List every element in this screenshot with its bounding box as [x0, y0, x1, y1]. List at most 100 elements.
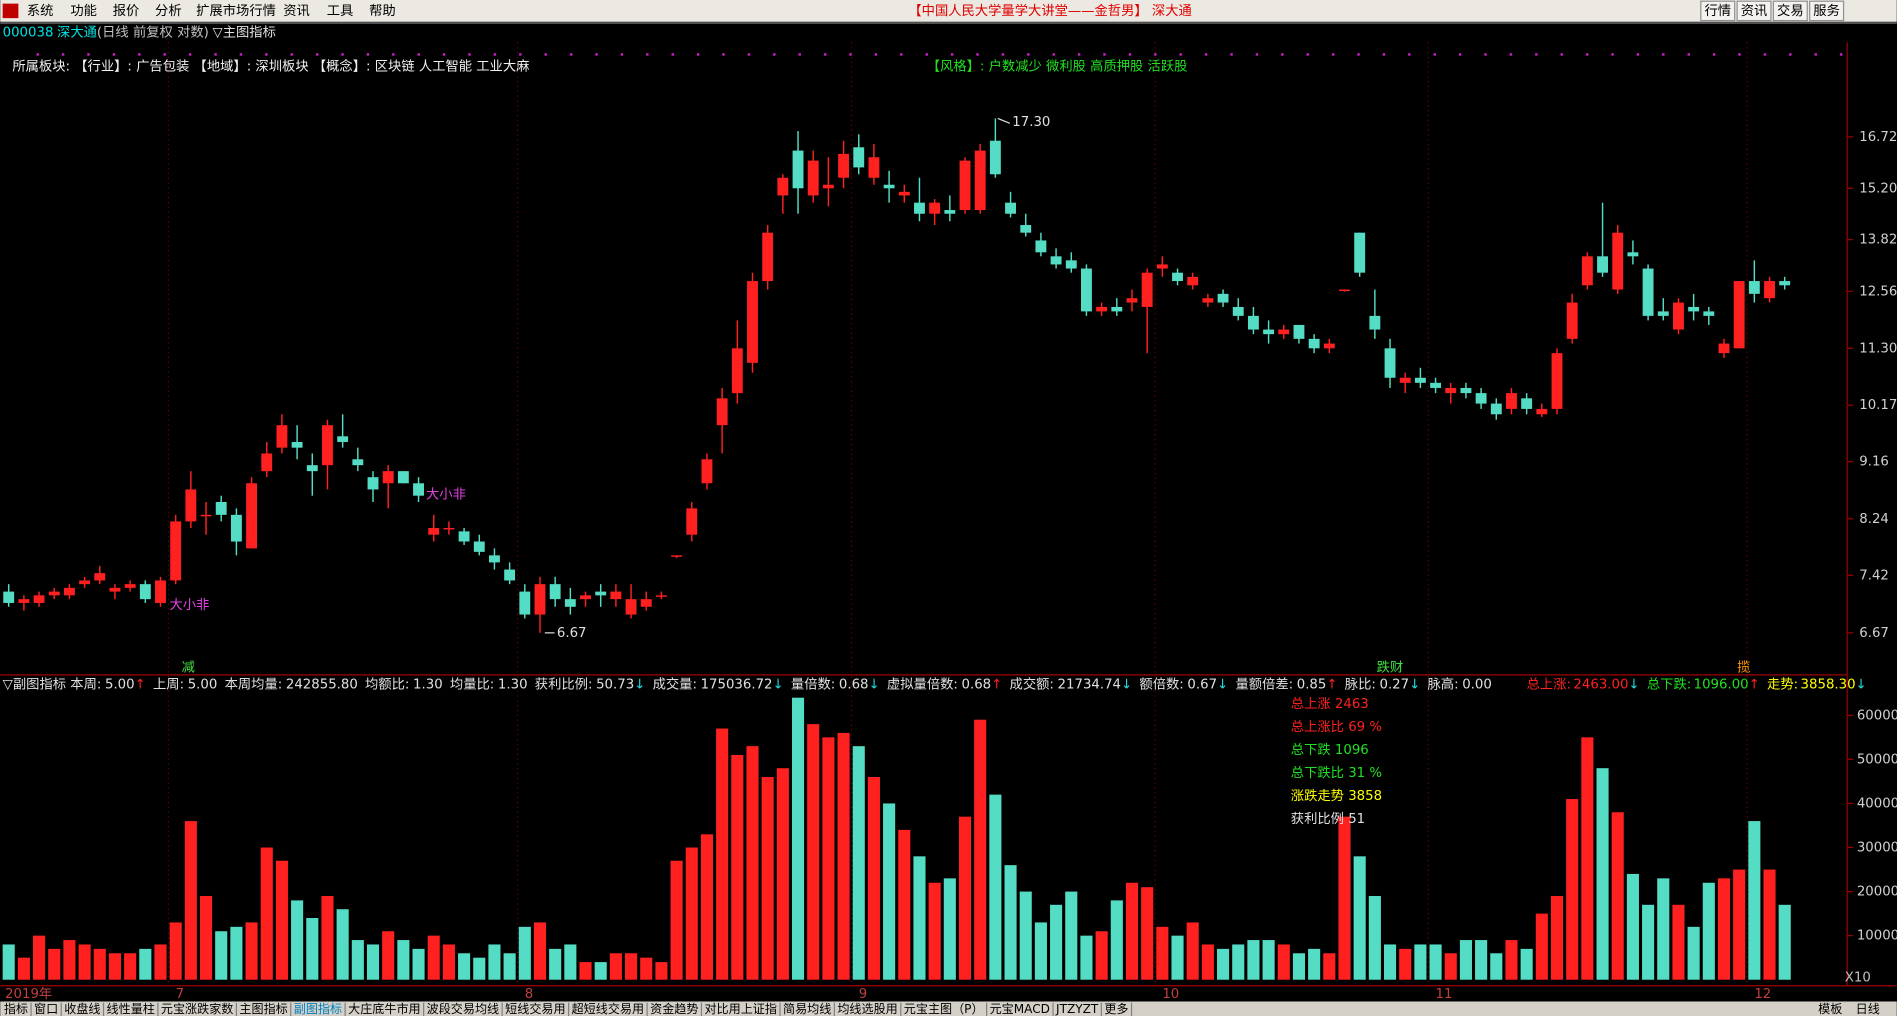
- window-button[interactable]: [1772, 0, 1808, 22]
- signal-dot: [493, 53, 497, 56]
- window-button-label[interactable]: 资讯: [1741, 3, 1768, 19]
- volume-bar: [473, 957, 486, 980]
- tab[interactable]: 对比用上证指: [704, 1001, 776, 1016]
- summary-label: 走势:: [1767, 677, 1798, 693]
- menu-item[interactable]: 系统: [27, 3, 54, 19]
- tab[interactable]: 大庄底牛市用: [348, 1001, 420, 1016]
- menu-item[interactable]: 扩展市场行情: [196, 2, 276, 19]
- indicator-value: 0.68: [962, 678, 992, 693]
- window-button[interactable]: [1700, 0, 1736, 22]
- window-button-label[interactable]: 服务: [1813, 3, 1840, 19]
- candle-body: [337, 436, 349, 442]
- tab[interactable]: 主图指标: [239, 1001, 287, 1016]
- tab[interactable]: JTZYZT: [1055, 1002, 1099, 1016]
- candle-body: [1005, 202, 1016, 214]
- volume-bar: [291, 900, 304, 980]
- signal-dot: [1611, 53, 1614, 56]
- volume-bar: [1717, 878, 1731, 980]
- window-button-label[interactable]: 交易: [1777, 2, 1804, 19]
- volume-bar: [2, 944, 15, 980]
- x-tick-label: 9: [859, 987, 867, 1002]
- candle-body: [519, 591, 531, 615]
- window-button[interactable]: [1809, 0, 1845, 22]
- signal-dot: [646, 53, 649, 56]
- candle-body: [580, 595, 591, 600]
- indicator-arrow: ↓: [869, 678, 880, 693]
- menu-item[interactable]: 帮助: [369, 3, 396, 19]
- tab[interactable]: 元宝涨跌家数: [161, 1001, 233, 1016]
- candle-body: [1278, 329, 1290, 335]
- indicator-value: 1.30: [413, 678, 443, 693]
- tab-right[interactable]: 日线: [1856, 1002, 1880, 1016]
- volume-bar: [503, 953, 516, 980]
- stock-code: 000038: [3, 26, 54, 41]
- volume-bar: [1763, 869, 1776, 980]
- volume-bar: [1217, 948, 1230, 980]
- candle-body: [155, 580, 166, 603]
- candle-body: [1506, 393, 1517, 409]
- menu-item[interactable]: 工具: [327, 4, 354, 19]
- tab[interactable]: 均线选股用: [837, 1002, 897, 1016]
- tab[interactable]: 副图指标: [294, 1001, 342, 1016]
- signal-dot: [874, 53, 878, 56]
- signal-dot: [1433, 53, 1436, 56]
- candle-body: [1703, 311, 1715, 316]
- menu-item[interactable]: 分析: [155, 3, 182, 19]
- candle-body: [200, 514, 212, 517]
- volume-bar: [746, 746, 759, 980]
- tab[interactable]: 更多: [1104, 1002, 1128, 1016]
- candle-body: [1202, 298, 1214, 303]
- candle-body: [230, 514, 242, 542]
- volume-bar: [1308, 948, 1321, 980]
- candle-body: [1308, 338, 1320, 349]
- volume-bar: [1110, 900, 1123, 980]
- tab[interactable]: 超短线交易用: [572, 1001, 644, 1016]
- signal-dot: [925, 53, 928, 56]
- signal-dot: [138, 53, 141, 56]
- tab[interactable]: 指标: [4, 1001, 28, 1016]
- tab[interactable]: 短线交易用: [505, 1001, 565, 1016]
- menu-item[interactable]: 报价: [113, 3, 140, 19]
- candle-body: [1187, 276, 1199, 286]
- tab[interactable]: 元宝MACD: [990, 1002, 1050, 1016]
- indicator-arrow: ↑: [991, 678, 1002, 693]
- window-button[interactable]: [1736, 0, 1772, 22]
- tab[interactable]: 窗口: [34, 1002, 58, 1016]
- tab-bar: [0, 1001, 1897, 1016]
- signal-dot: [849, 53, 852, 56]
- x-tick-label: 2019年: [5, 986, 52, 1002]
- volume-bar: [564, 944, 577, 980]
- indicator-name: ▽主图指标: [212, 25, 275, 41]
- y-tick-label: 6.67: [1859, 626, 1889, 641]
- volume-bar: [93, 948, 106, 980]
- candle-body: [489, 555, 500, 563]
- volume-bar: [883, 803, 896, 980]
- volume-bar: [366, 944, 380, 980]
- tab[interactable]: 简易均线: [783, 1002, 831, 1016]
- tab[interactable]: 资金趋势: [650, 1001, 698, 1016]
- signal-dot: [112, 53, 116, 56]
- candle-body: [397, 471, 409, 484]
- signal-dot: [1763, 53, 1767, 56]
- candle-body: [139, 584, 151, 600]
- volume-bar: [1733, 869, 1746, 980]
- volume-bar: [943, 878, 956, 980]
- candle-body: [3, 591, 15, 603]
- candle-body: [747, 281, 758, 363]
- candle-body: [1566, 302, 1578, 339]
- volume-bar: [412, 948, 425, 980]
- window-button-label[interactable]: 行情: [1704, 3, 1731, 19]
- tab-right[interactable]: 模板: [1818, 1002, 1842, 1016]
- indicator-value: 175036.72: [701, 678, 773, 693]
- menu-item[interactable]: 功能: [70, 3, 97, 19]
- style-info: 【风格】: 户数减少 微利股 高质押股 活跃股: [927, 58, 1188, 75]
- tab[interactable]: 线性量柱: [107, 1001, 155, 1016]
- menu-item[interactable]: 资讯: [283, 3, 310, 19]
- candle-body: [807, 160, 819, 196]
- volume-bar: [1095, 931, 1108, 980]
- tab[interactable]: 波段交易均线: [427, 1001, 499, 1016]
- tab[interactable]: 收盘线: [64, 1001, 100, 1016]
- volume-bar: [1550, 895, 1564, 980]
- tab[interactable]: 元宝主图（P）: [904, 1002, 984, 1016]
- candle-body: [1065, 260, 1077, 269]
